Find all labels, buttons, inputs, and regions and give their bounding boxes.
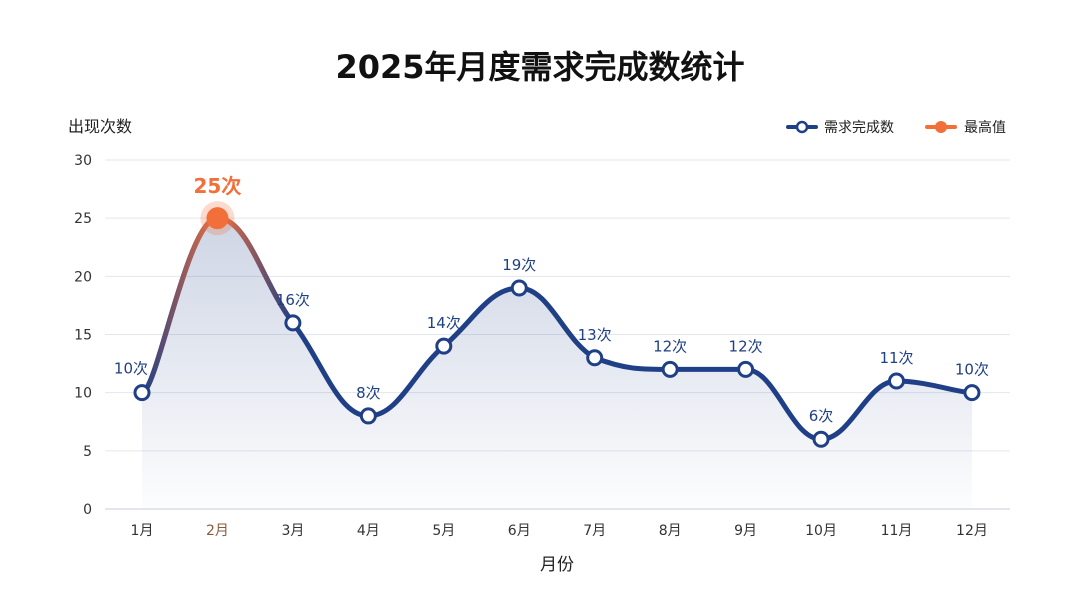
y-tick-label: 20 — [74, 269, 92, 285]
y-tick-label: 25 — [74, 211, 92, 227]
x-tick-label: 11月 — [881, 523, 913, 539]
x-tick-label: 6月 — [508, 523, 531, 539]
x-tick-label: 12月 — [956, 523, 988, 539]
y-tick-label: 5 — [83, 444, 92, 460]
x-axis-ticks: 1月 2月 3月 4月 5月 6月 7月 8月 9月 10月 11月 12月 — [131, 523, 988, 539]
chart-title: 2025年月度需求完成数统计 — [335, 48, 744, 86]
highlight-line-segment — [142, 215, 293, 396]
y-tick-label: 0 — [83, 502, 92, 518]
x-tick-label: 7月 — [583, 523, 606, 539]
data-label: 8次 — [356, 384, 381, 402]
highlight-data-label: 25次 — [194, 174, 242, 198]
legend-highlight-marker-icon — [935, 121, 947, 133]
data-label: 10次 — [955, 361, 989, 379]
legend-series-marker-icon — [795, 120, 809, 134]
x-tick-label: 1月 — [131, 523, 154, 539]
data-point — [586, 349, 604, 367]
data-label: 12次 — [729, 337, 763, 355]
data-label: 13次 — [578, 326, 612, 344]
area-fill — [142, 218, 972, 509]
legend-series-label: 需求完成数 — [824, 120, 894, 136]
data-point — [435, 337, 453, 355]
x-tick-label: 8月 — [659, 523, 682, 539]
x-tick-label: 3月 — [281, 523, 304, 539]
data-label: 11次 — [879, 349, 913, 367]
data-points — [133, 201, 981, 448]
data-label: 14次 — [427, 314, 461, 332]
x-tick-label: 9月 — [734, 523, 757, 539]
series-area — [142, 218, 972, 509]
data-label: 10次 — [114, 360, 148, 378]
data-point — [284, 314, 302, 332]
y-axis-ticks: 0 5 10 15 20 25 30 — [74, 153, 92, 518]
y-tick-label: 10 — [74, 386, 92, 402]
x-tick-label: 5月 — [432, 523, 455, 539]
highlight-point — [206, 207, 229, 230]
data-point — [133, 384, 151, 402]
x-tick-label: 4月 — [357, 523, 380, 539]
legend-highlight-label: 最高值 — [964, 119, 1006, 136]
x-tick-label: 10月 — [805, 523, 837, 539]
data-point — [510, 279, 528, 297]
x-axis-label: 月份 — [540, 555, 574, 575]
data-point — [888, 372, 905, 390]
data-label: 6次 — [809, 407, 834, 425]
data-point — [359, 407, 377, 425]
legend: 需求完成数 最高值 — [786, 119, 1006, 136]
data-point — [737, 360, 755, 378]
data-label: 12次 — [653, 337, 687, 355]
data-point — [812, 430, 830, 448]
x-tick-label: 2月 — [206, 523, 229, 539]
data-point — [963, 384, 981, 402]
data-label: 19次 — [502, 256, 536, 274]
y-tick-label: 30 — [74, 153, 92, 169]
data-point — [661, 360, 679, 378]
y-tick-label: 15 — [74, 328, 92, 344]
data-labels: 10次 25次 16次 8次 14次 19次 13次 12次 12次 6次 11次 10次 — [114, 174, 989, 425]
data-label: 16次 — [276, 291, 310, 309]
y-axis-label: 出现次数 — [68, 117, 132, 136]
